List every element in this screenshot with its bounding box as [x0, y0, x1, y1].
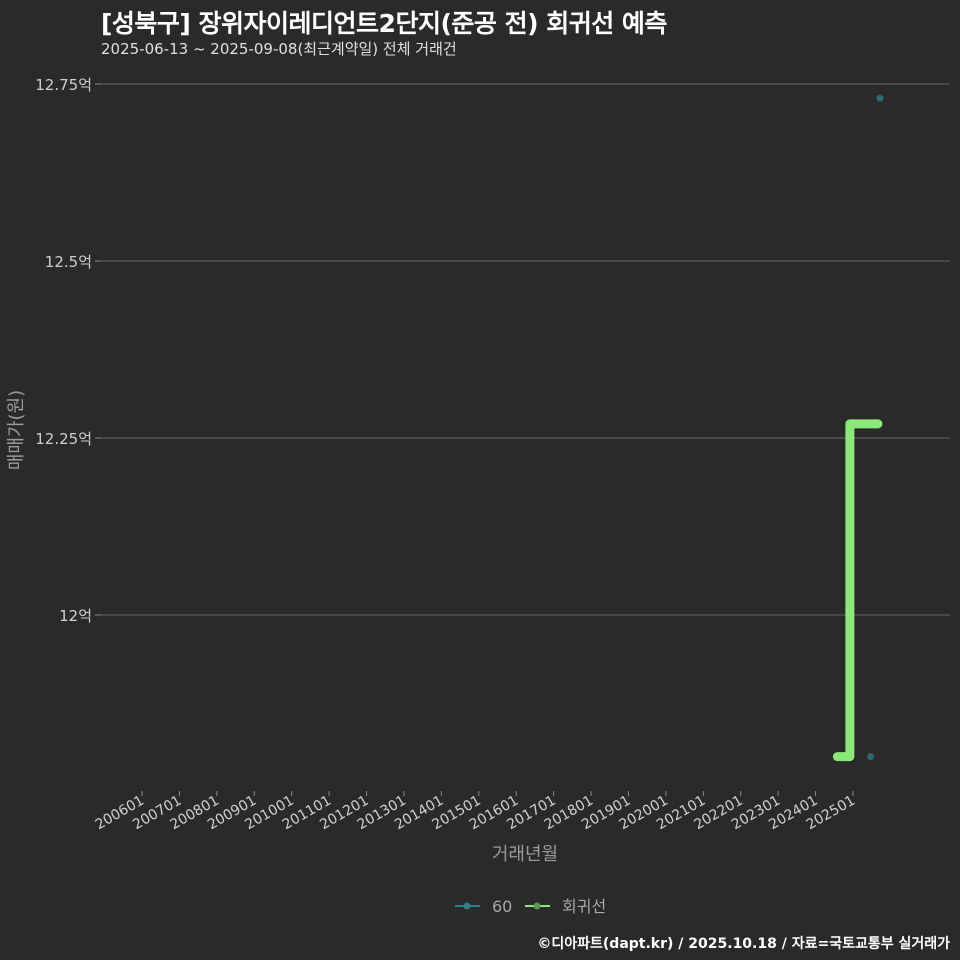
x-axis-title: 거래년월 — [492, 844, 558, 865]
y-tick-label: 12.75억 — [35, 76, 92, 94]
legend-label-regression: 회귀선 — [562, 897, 606, 916]
y-axis: 12억 12.25억 12.5억 12.75억 — [35, 76, 101, 625]
y-axis-title: 매매가(원) — [6, 390, 27, 470]
legend-item-60: 60 — [455, 897, 512, 916]
legend-item-regression: 회귀선 — [525, 897, 606, 916]
legend-label-60: 60 — [492, 897, 512, 916]
chart-subtitle: 2025-06-13 ~ 2025-09-08(최근계약일) 전체 거래건 — [101, 40, 457, 58]
y-tick-label: 12.25억 — [35, 430, 92, 448]
data-point — [876, 94, 884, 102]
chart-title: [성북구] 장위자이레디언트2단지(준공 전) 회귀선 예측 — [101, 9, 667, 38]
legend-60-dot-icon — [463, 902, 471, 910]
footer-credit: ©디아파트(dapt.kr) / 2025.10.18 / 자료=국토교통부 실… — [537, 936, 950, 952]
y-tick-label: 12억 — [59, 607, 92, 625]
y-tick-label: 12.5억 — [45, 253, 92, 271]
legend-regression-dot-icon — [533, 902, 541, 910]
gridlines — [101, 83, 950, 616]
regression-line — [832, 419, 883, 762]
series-layer — [832, 94, 884, 762]
data-point — [867, 753, 875, 761]
legend: 60 회귀선 — [455, 897, 606, 916]
x-axis: 2006012007012008012009012010012011012012… — [93, 791, 858, 833]
